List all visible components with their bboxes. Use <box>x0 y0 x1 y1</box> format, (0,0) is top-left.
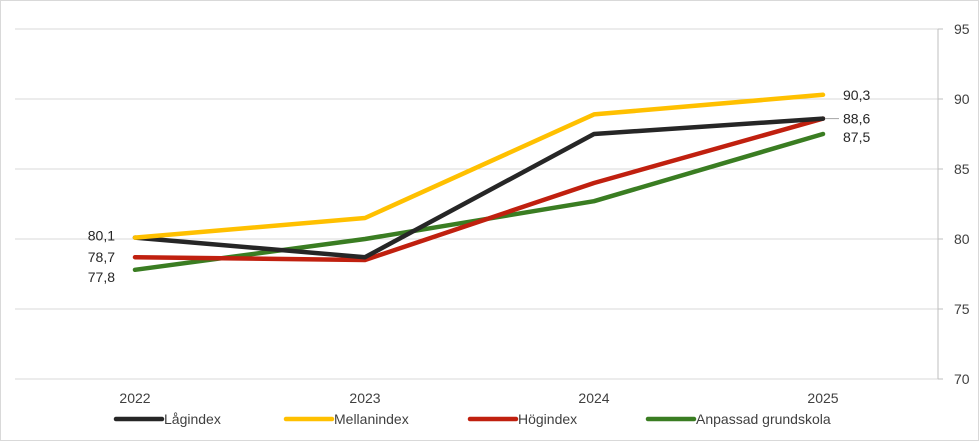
y-tick-label: 75 <box>954 301 970 317</box>
data-label: 88,6 <box>843 111 870 127</box>
x-tick-label: 2025 <box>807 390 838 406</box>
legend-label: Lågindex <box>164 411 221 427</box>
data-label: 90,3 <box>843 87 870 103</box>
y-tick-label: 95 <box>954 21 970 37</box>
y-tick-label: 90 <box>954 91 970 107</box>
x-tick-label: 2022 <box>119 390 150 406</box>
y-tick-label: 80 <box>954 231 970 247</box>
x-tick-label: 2023 <box>349 390 380 406</box>
data-label: 87,5 <box>843 129 870 145</box>
legend-label: Anpassad grundskola <box>696 411 831 427</box>
series-line-2 <box>132 92 826 240</box>
y-tick-label: 85 <box>954 161 970 177</box>
series-lines <box>132 92 826 273</box>
y-tick-label: 70 <box>954 371 970 387</box>
legend-label: Mellanindex <box>334 411 409 427</box>
data-label: 80,1 <box>88 228 115 244</box>
legend-label: Högindex <box>518 411 577 427</box>
x-axis-ticks: 2022 2023 2024 2025 <box>119 390 838 406</box>
series-line-3 <box>132 116 826 263</box>
data-labels: 80,1 78,7 77,8 90,3 88,6 87,5 <box>88 87 871 285</box>
y-axis-ticks: 70 75 80 85 90 95 <box>954 21 970 387</box>
x-tick-label: 2024 <box>578 390 609 406</box>
data-label: 77,8 <box>88 269 115 285</box>
data-label: 78,7 <box>88 249 115 265</box>
series-line-1 <box>132 116 826 260</box>
legend: Lågindex Mellanindex Högindex Anpassad grun… <box>113 411 831 427</box>
